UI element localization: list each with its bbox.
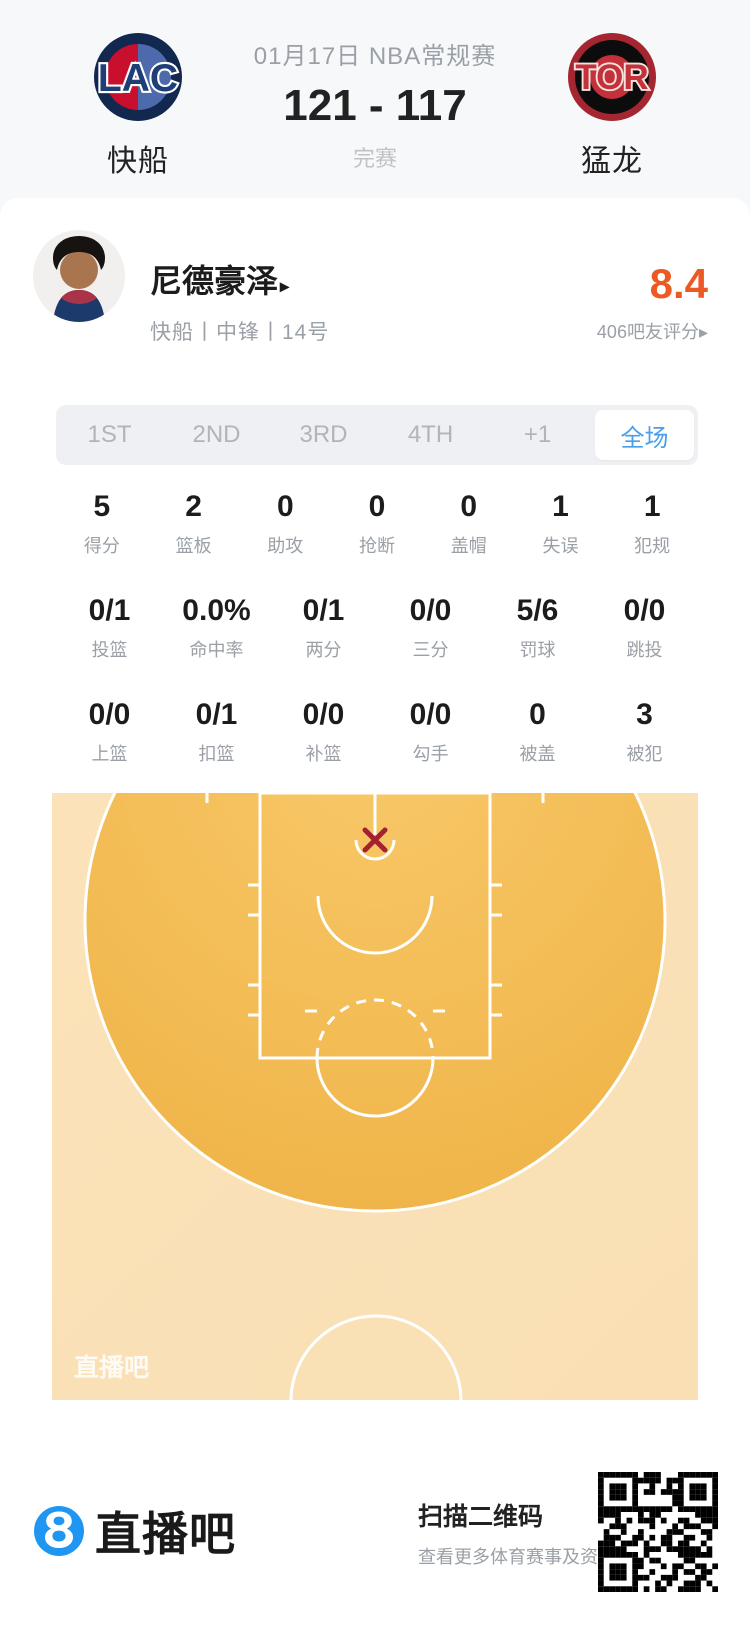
svg-text:LAC: LAC [98, 57, 178, 100]
svg-text:TOR: TOR [575, 58, 648, 97]
svg-text:直播吧: 直播吧 [74, 1354, 149, 1382]
